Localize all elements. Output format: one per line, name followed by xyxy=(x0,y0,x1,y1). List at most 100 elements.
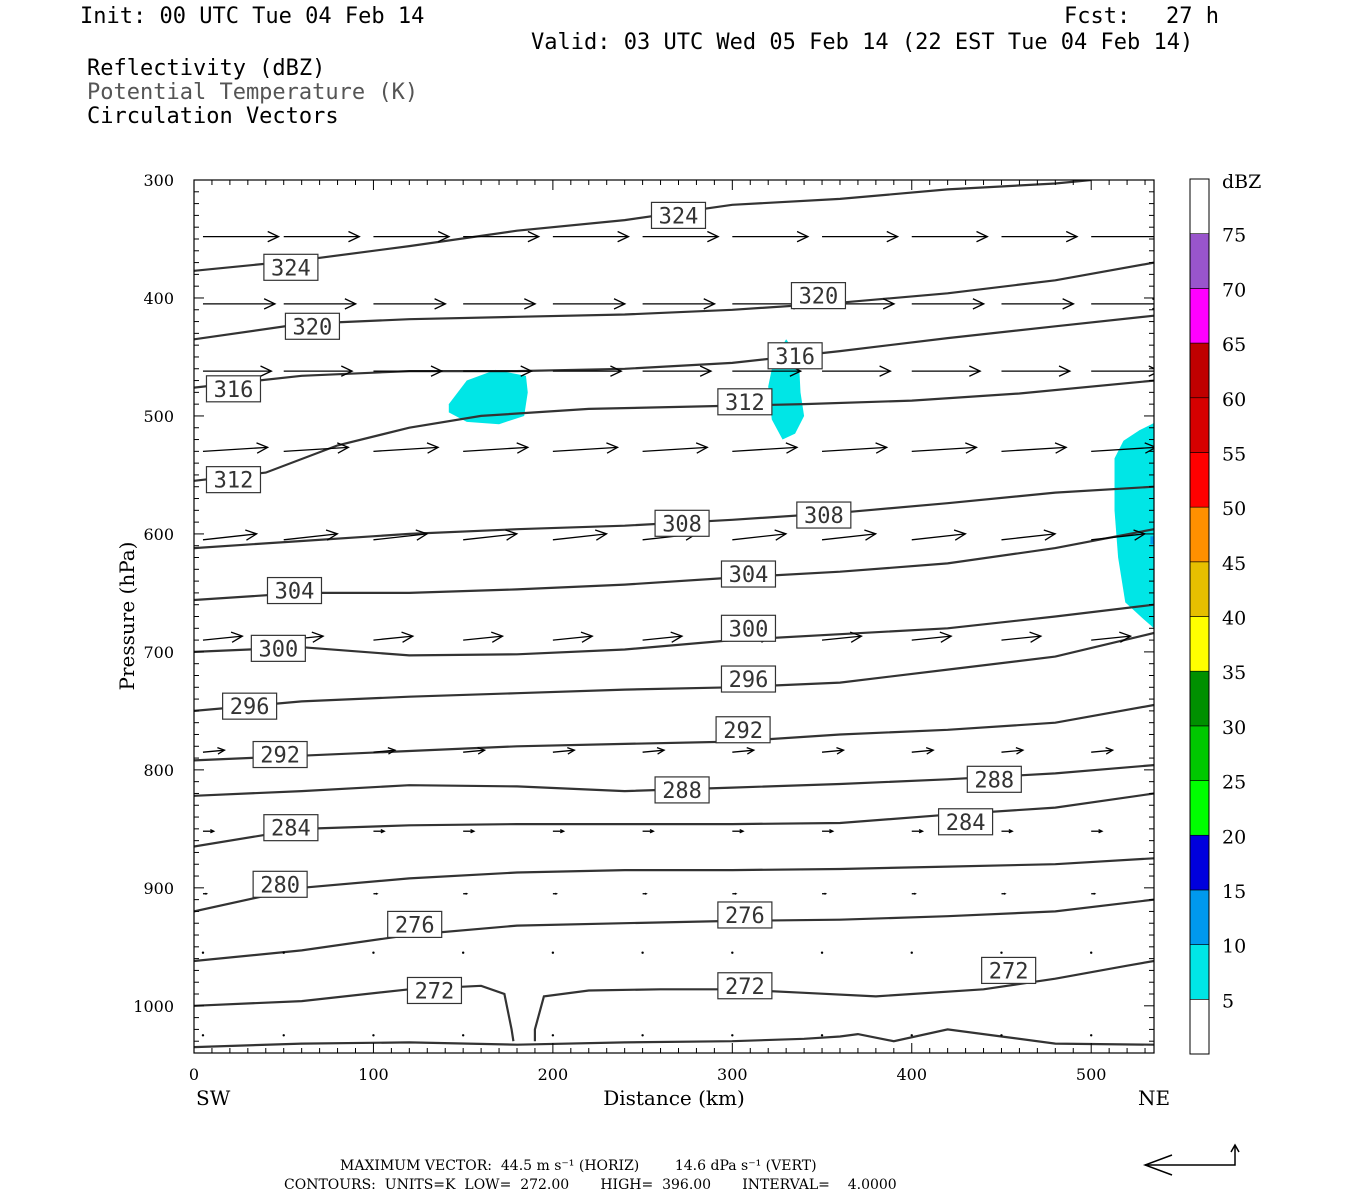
contour-label-324-0-1: 324 xyxy=(263,253,319,281)
vector-10-8 xyxy=(910,1034,913,1037)
vector-6-8 xyxy=(911,746,935,755)
x-axis-sw-label: SW xyxy=(196,1086,231,1110)
contour-label-312-3-1: 312 xyxy=(717,388,773,416)
vector-6-9 xyxy=(1001,746,1025,755)
svg-text:284: 284 xyxy=(946,811,986,836)
vector-2-7 xyxy=(822,365,892,377)
vector-2-8 xyxy=(911,365,982,377)
svg-text:292: 292 xyxy=(260,744,300,769)
svg-text:312: 312 xyxy=(214,469,254,494)
contour-label-308-4-0: 308 xyxy=(654,509,710,537)
vector-4-4 xyxy=(552,529,609,541)
vector-6-2 xyxy=(373,746,397,755)
theta-contour-312-3 xyxy=(194,379,1154,482)
vector-4-3 xyxy=(463,529,519,541)
colorbar-label-15: 15 xyxy=(1222,881,1246,903)
y-tick-label-900: 900 xyxy=(143,879,174,898)
colorbar-cell-12 xyxy=(1189,342,1210,399)
contour-label-304-5-1: 304 xyxy=(720,560,777,588)
vector-4-1 xyxy=(283,529,339,541)
vector-3-6 xyxy=(732,442,799,454)
contour-label-292-8-1: 292 xyxy=(715,716,771,744)
colorbar-cell-9 xyxy=(1189,506,1210,563)
x-tick-label-100: 100 xyxy=(358,1065,389,1084)
vector-2-5 xyxy=(642,365,713,377)
colorbar-label-60: 60 xyxy=(1222,389,1246,411)
theta-contour-324-0 xyxy=(194,180,1092,272)
contour-label-324-0-0: 324 xyxy=(650,201,707,229)
forecast-hours: 27 h xyxy=(1166,4,1219,29)
vector-9-0 xyxy=(201,951,205,954)
reflectivity-area-3 xyxy=(1114,423,1154,629)
vector-7-0 xyxy=(202,829,216,834)
svg-text:308: 308 xyxy=(662,512,702,537)
vector-8-2 xyxy=(373,892,379,895)
svg-text:316: 316 xyxy=(775,345,815,370)
y-tick-label-700: 700 xyxy=(143,643,174,662)
vector-0-7 xyxy=(822,230,900,243)
contour-label-300-6-0: 300 xyxy=(250,634,306,662)
vector-3-3 xyxy=(463,442,530,454)
colorbar-frame xyxy=(1189,178,1210,1055)
vector-4-2 xyxy=(373,529,429,541)
vector-1-3 xyxy=(463,298,537,310)
theta-contour-284-10 xyxy=(194,792,1154,848)
vector-7-8 xyxy=(911,829,925,834)
vector-5-2 xyxy=(373,631,415,643)
max-vector-note: MAXIMUM VECTOR: 44.5 m s⁻¹ (HORIZ) 14.6 … xyxy=(340,1158,817,1174)
contour-label-316-2-0: 316 xyxy=(205,375,262,403)
svg-text:316: 316 xyxy=(214,378,254,403)
colorbar-cell-14 xyxy=(1189,233,1210,289)
vector-1-0 xyxy=(202,298,277,310)
vector-5-8 xyxy=(911,631,953,643)
colorbar-cell-0 xyxy=(1189,999,1210,1055)
vector-9-9 xyxy=(1000,951,1003,954)
colorbar-label-35: 35 xyxy=(1222,662,1246,684)
vector-7-10 xyxy=(1091,829,1104,834)
vector-1-2 xyxy=(373,298,447,310)
vector-10-7 xyxy=(820,1034,824,1037)
circulation-vectors xyxy=(201,230,1154,1037)
contour-label-312-3-0: 312 xyxy=(205,466,262,494)
colorbar-label-65: 65 xyxy=(1222,334,1246,356)
contours-note: CONTOURS: UNITS=K LOW= 272.00 HIGH= 396.… xyxy=(284,1177,897,1193)
x-tick-label-200: 200 xyxy=(538,1065,569,1084)
colorbar-cell-8 xyxy=(1189,561,1210,617)
colorbar-cell-2 xyxy=(1189,889,1210,945)
theta-contour-320-1 xyxy=(194,261,1154,341)
vector-0-0 xyxy=(202,230,281,243)
contour-label-296-7-0: 296 xyxy=(222,692,278,720)
contour-label-308-4-1: 308 xyxy=(796,501,852,529)
colorbar-cell-5 xyxy=(1189,725,1210,781)
vector-8-7 xyxy=(822,892,828,895)
contour-label-292-8-0: 292 xyxy=(252,740,308,769)
theta-contour-292-8 xyxy=(194,703,1154,762)
vector-2-1 xyxy=(283,365,354,377)
vector-0-8 xyxy=(911,230,989,243)
theta-contour-276-12 xyxy=(194,898,1154,963)
vector-7-2 xyxy=(373,829,386,834)
vector-5-5 xyxy=(642,631,684,643)
axis-ticks xyxy=(193,179,1154,1054)
vector-0-1 xyxy=(283,230,361,243)
svg-text:320: 320 xyxy=(799,285,839,310)
colorbar-cell-10 xyxy=(1189,452,1210,508)
colorbar-cell-7 xyxy=(1189,616,1210,672)
valid-time: Valid: 03 UTC Wed 05 Feb 14 (22 EST Tue … xyxy=(531,30,1194,55)
svg-text:272: 272 xyxy=(415,979,455,1004)
contour-label-272-14-0: 272 xyxy=(717,972,773,1000)
colorbar-label-75: 75 xyxy=(1222,225,1246,247)
theta-contour-272-14 xyxy=(533,959,1154,1042)
vector-10-9 xyxy=(1000,1034,1003,1037)
vector-1-4 xyxy=(552,298,627,310)
theta-contour-316-2 xyxy=(194,314,1154,389)
vector-0-5 xyxy=(642,230,720,243)
vector-3-7 xyxy=(821,442,889,454)
colorbar-cell-3 xyxy=(1189,834,1210,891)
svg-text:324: 324 xyxy=(271,256,311,281)
svg-text:320: 320 xyxy=(293,315,333,340)
theta-contour-296-7 xyxy=(194,631,1154,712)
vector-8-0 xyxy=(202,892,209,895)
contour-label-320-1-1: 320 xyxy=(790,282,847,310)
vector-3-9 xyxy=(1001,442,1068,454)
